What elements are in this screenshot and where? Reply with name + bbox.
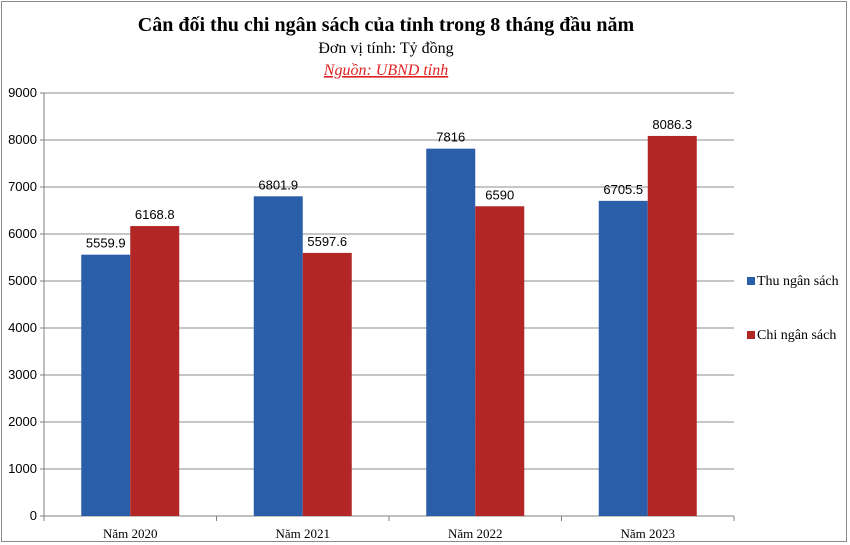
legend-swatch (747, 277, 755, 285)
y-tick-label: 3000 (8, 367, 37, 382)
data-label: 7816 (436, 130, 465, 145)
data-label: 8086.3 (652, 117, 692, 132)
bar-chi (475, 206, 525, 516)
y-tick-label: 7000 (8, 179, 37, 194)
data-label: 6590 (485, 187, 514, 202)
chart-source: Nguồn: UBND tỉnh (323, 62, 448, 79)
data-label: 5597.6 (307, 234, 347, 249)
x-tick-label: Năm 2023 (620, 526, 675, 541)
bar-chi (130, 226, 180, 516)
y-tick-label: 0 (30, 508, 37, 523)
data-label: 6705.5 (603, 182, 643, 197)
bar-thu (426, 148, 476, 516)
y-tick-label: 1000 (8, 461, 37, 476)
bar-thu (81, 254, 131, 516)
x-tick-label: Năm 2022 (448, 526, 503, 541)
y-tick-label: 5000 (8, 273, 37, 288)
axes: 0 1000 2000 3000 4000 5000 6000 7000 8000 9000 Năm… (8, 85, 735, 541)
y-tick-label: 6000 (8, 226, 37, 241)
data-label: 5559.9 (86, 236, 126, 251)
chart-title: Cân đối thu chi ngân sách của tỉnh trong… (138, 14, 635, 36)
y-tick-label: 8000 (8, 132, 37, 147)
bars (81, 135, 697, 517)
legend: Thu ngân sách Chi ngân sách (747, 274, 839, 343)
legend-label: Thu ngân sách (757, 274, 839, 289)
y-tick-label: 9000 (8, 85, 37, 100)
bar-thu (253, 196, 303, 516)
x-tick-label: Năm 2021 (275, 526, 330, 541)
chart-subtitle: Đơn vị tính: Tỷ đồng (318, 40, 453, 57)
x-tick-label: Năm 2020 (103, 526, 158, 541)
bar-chi (647, 135, 697, 516)
data-label: 6168.8 (135, 207, 175, 222)
data-label: 6801.9 (258, 177, 298, 192)
data-labels: 5559.9 6168.8 6801.9 5597.6 7816 6590 6705.5 80… (86, 117, 692, 251)
legend-swatch (747, 331, 755, 339)
y-tick-label: 2000 (8, 414, 37, 429)
y-tick-label: 4000 (8, 320, 37, 335)
bar-chi (302, 252, 352, 517)
bar-thu (598, 200, 648, 517)
legend-label: Chi ngân sách (757, 328, 836, 343)
